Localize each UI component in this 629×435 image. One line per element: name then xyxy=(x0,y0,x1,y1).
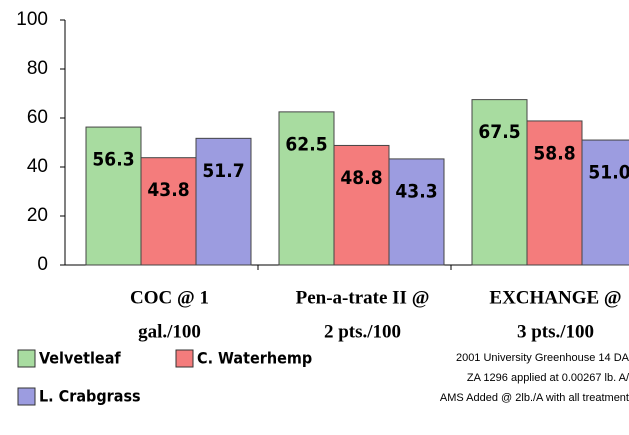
value-label: 43.3 xyxy=(395,180,437,202)
y-tick-label: 40 xyxy=(27,156,48,177)
legend-label: Velvetleaf xyxy=(39,349,121,368)
x-tick-label: gal./100 xyxy=(138,321,201,342)
bar xyxy=(278,111,335,266)
y-tick-label: 20 xyxy=(27,205,48,226)
value-label: 51.7 xyxy=(202,160,244,182)
annotation: ZA 1296 applied at 0.00267 lb. A/ xyxy=(467,372,629,384)
value-label: 62.5 xyxy=(285,133,327,155)
legend-swatch xyxy=(17,387,36,406)
value-label: 51.0 xyxy=(588,162,629,184)
value-label: 58.8 xyxy=(533,142,575,164)
y-tick-label: 60 xyxy=(27,107,48,128)
x-tick-label: 2 pts./100 xyxy=(324,321,401,342)
legend-swatch xyxy=(17,349,36,368)
bar xyxy=(140,157,197,266)
legend-label: L. Crabgrass xyxy=(39,387,141,406)
bar xyxy=(581,139,629,266)
value-label: 56.3 xyxy=(92,149,134,171)
x-tick-label: Pen-a-trate II @ xyxy=(296,287,430,308)
legend-swatch xyxy=(175,349,194,368)
annotation: AMS Added @ 2lb./A with all treatment xyxy=(440,392,629,404)
y-tick-label: 80 xyxy=(27,58,48,79)
y-tick-label: 0 xyxy=(37,254,48,275)
y-tick-label: 100 xyxy=(16,9,48,30)
x-tick-label: EXCHANGE @ xyxy=(489,287,621,308)
x-tick-label: COC @ 1 xyxy=(130,287,209,308)
bar xyxy=(526,120,583,266)
value-label: 67.5 xyxy=(478,121,520,143)
x-tick-label: 3 pts./100 xyxy=(517,321,594,342)
legend-label: C. Waterhemp xyxy=(197,349,312,368)
bar xyxy=(195,137,252,266)
bar xyxy=(333,144,390,266)
value-label: 43.8 xyxy=(147,179,189,201)
bar xyxy=(388,158,445,266)
value-label: 48.8 xyxy=(340,167,382,189)
bar xyxy=(471,99,528,266)
annotation: 2001 University Greenhouse 14 DA xyxy=(456,352,629,364)
